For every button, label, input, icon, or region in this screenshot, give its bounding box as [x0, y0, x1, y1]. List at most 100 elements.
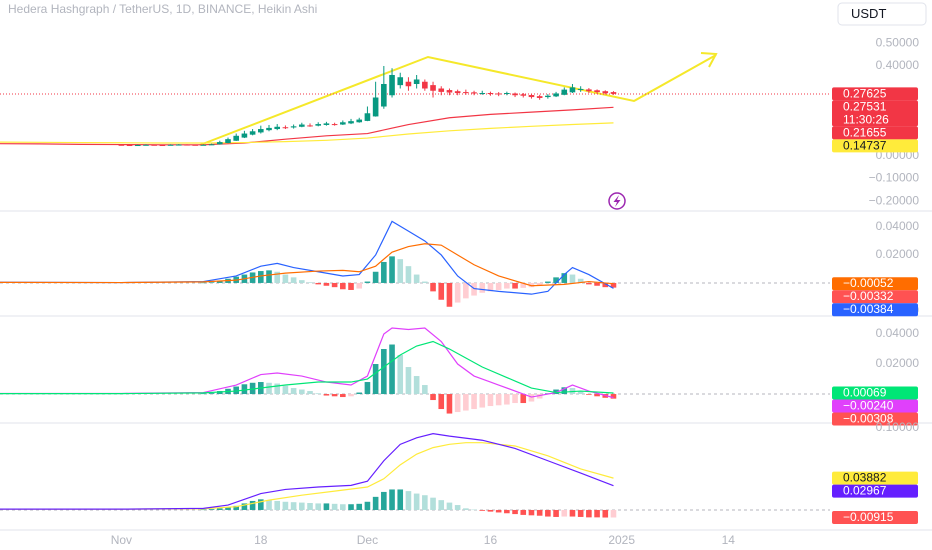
histogram-bar [561, 387, 568, 395]
histogram-bar [569, 274, 576, 283]
histogram-bar [520, 394, 527, 404]
histogram-bar [381, 491, 387, 510]
histogram-bar [200, 393, 207, 395]
candle-body [192, 144, 198, 146]
histogram-bar [208, 393, 215, 395]
candle-body [340, 122, 346, 125]
histogram-bar [372, 271, 379, 283]
histogram-bar [307, 282, 313, 283]
histogram-bar [364, 382, 371, 395]
histogram-bar [430, 497, 436, 510]
value-label-box [832, 303, 918, 317]
histogram-bar [495, 282, 502, 290]
candle-body [175, 144, 182, 146]
histogram-bar [323, 282, 330, 286]
histogram-bar [471, 282, 477, 296]
pane [0, 433, 830, 518]
candle-body [602, 91, 609, 94]
candle-body [151, 144, 157, 146]
candle-body [331, 124, 338, 126]
histogram-bar [364, 501, 371, 510]
candle-body [610, 92, 617, 94]
candle-body [463, 92, 469, 94]
candle-body [479, 93, 486, 95]
histogram-bar [340, 394, 346, 398]
candle-body [561, 89, 568, 95]
candle-body [323, 123, 330, 125]
pane [0, 220, 830, 307]
histogram-bar [299, 389, 305, 395]
candle-body [495, 93, 502, 95]
x-tick-label: Dec [357, 533, 378, 547]
currency-label[interactable]: USDT [851, 6, 886, 21]
histogram-bar [577, 509, 584, 517]
y-tick-label: 0.04000 [876, 326, 920, 340]
histogram-bar [512, 282, 518, 289]
histogram-bar [208, 282, 215, 283]
histogram-bar [233, 505, 240, 510]
histogram-bar [536, 509, 543, 516]
histogram-bar [446, 282, 453, 307]
currency-button[interactable] [837, 2, 927, 26]
histogram-bar [528, 394, 535, 402]
x-tick-label: 16 [484, 533, 498, 547]
histogram-bar [389, 489, 395, 510]
histogram-bar [290, 277, 297, 283]
histogram-bar [315, 282, 322, 285]
histogram-bar [323, 503, 330, 510]
value-label-box [832, 484, 918, 498]
histogram-bar [282, 274, 289, 283]
histogram-bar [397, 355, 404, 395]
candle-body [282, 127, 289, 129]
histogram-bar [217, 280, 223, 283]
histogram-bar [241, 503, 248, 510]
trend-drawing [199, 52, 718, 146]
candle-body [545, 95, 551, 98]
candle-body [126, 145, 133, 147]
candle-body [208, 144, 215, 146]
histogram-bar [348, 282, 354, 290]
candle-body [413, 79, 420, 84]
histogram-bar [463, 394, 469, 411]
histogram-bar [520, 509, 527, 515]
histogram-bar [348, 394, 354, 397]
x-tick-label: 2025 [608, 533, 635, 547]
histogram-bar [545, 509, 551, 517]
histogram-bar [520, 282, 527, 288]
y-tick-label: 0.02000 [876, 247, 920, 261]
histogram-bar [512, 394, 518, 404]
histogram-bar [495, 394, 502, 406]
histogram-bar [266, 500, 272, 510]
histogram-bar [610, 394, 617, 399]
value-label: 0.27625 [843, 86, 887, 100]
histogram-bar [577, 391, 584, 395]
value-label: −0.00052 [843, 276, 894, 290]
histogram-bar [422, 495, 428, 510]
alert-bolt[interactable] [613, 195, 621, 207]
value-label-box [832, 100, 918, 127]
alert-icon[interactable] [608, 192, 626, 210]
value-label-box [832, 139, 918, 153]
histogram-bar [405, 266, 412, 283]
candle-body [184, 144, 190, 146]
histogram-bar [479, 282, 486, 293]
histogram-bar [356, 503, 363, 510]
x-tick-label: 14 [722, 533, 736, 547]
histogram-bar [504, 394, 510, 405]
histogram-bar [266, 382, 272, 395]
value-label-box [832, 290, 918, 304]
y-tick-label: −0.20000 [869, 193, 920, 207]
candle-body [528, 95, 535, 98]
indicator-line [0, 327, 614, 399]
histogram-bar [438, 282, 445, 300]
histogram-bar [610, 509, 617, 518]
candle-body [249, 131, 256, 135]
histogram-bar [471, 509, 477, 511]
candle-body [577, 88, 584, 90]
histogram-bar [331, 394, 338, 397]
histogram-bar [553, 509, 559, 517]
candle-body [438, 88, 445, 92]
value-label: 0.03882 [843, 471, 887, 485]
histogram-bar [299, 502, 305, 510]
indicator-line [0, 106, 614, 146]
